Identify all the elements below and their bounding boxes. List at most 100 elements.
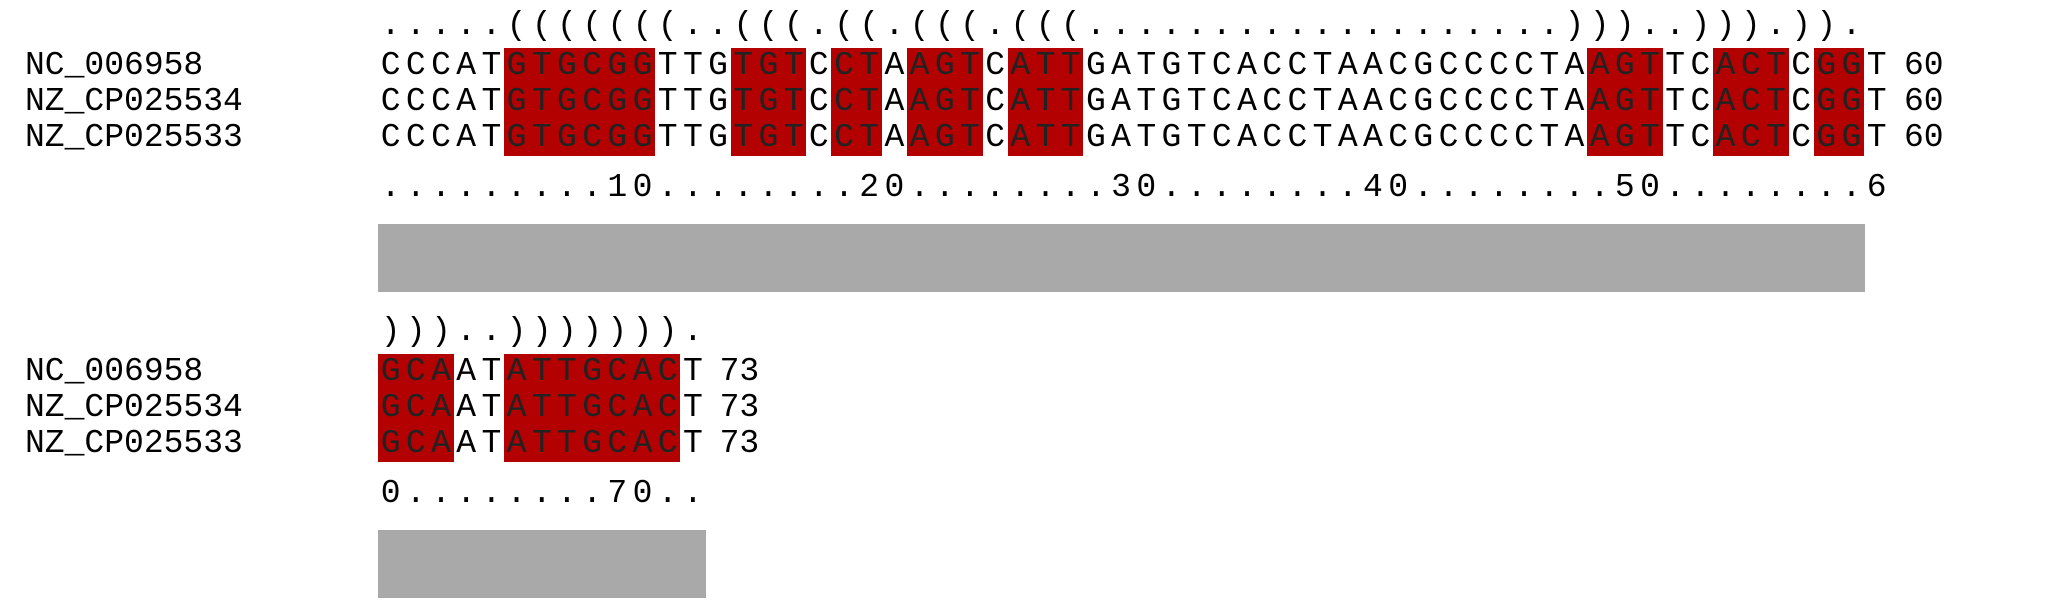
- ruler-char: .: [733, 169, 754, 206]
- nucleotide: G: [932, 84, 958, 120]
- sequence-end-position: 60: [1904, 47, 1944, 84]
- ruler-char: .: [431, 475, 451, 512]
- nucleotide: C: [1438, 47, 1459, 84]
- nucleotide: T: [481, 83, 502, 120]
- nucleotide: C: [985, 119, 1005, 156]
- nucleotide: T: [1136, 119, 1157, 156]
- nucleotide: T: [1032, 120, 1059, 156]
- ruler-char: 0: [1388, 169, 1408, 206]
- nucleotide: A: [428, 390, 454, 426]
- structure-char: .: [1463, 7, 1484, 44]
- nucleotide: G: [1813, 120, 1839, 156]
- structure-char: .: [1640, 7, 1660, 44]
- structure-char: .: [708, 7, 728, 44]
- nucleotide: G: [378, 390, 404, 426]
- ruler-char: .: [1060, 169, 1081, 206]
- nucleotide: G: [1085, 83, 1106, 120]
- structure-char: .: [808, 7, 829, 44]
- structure-char: .: [456, 7, 477, 44]
- nucleotide: A: [456, 83, 477, 120]
- nucleotide: T: [1312, 47, 1333, 84]
- structure-char: (: [909, 7, 930, 44]
- nucleotide: G: [1612, 48, 1638, 84]
- structure-char: .: [1766, 7, 1786, 44]
- ruler-char: .: [582, 169, 602, 206]
- nucleotide: C: [1738, 48, 1764, 84]
- nucleotide: A: [906, 120, 933, 156]
- structure-char: ): [1589, 7, 1610, 44]
- nucleotide: C: [380, 47, 401, 84]
- nucleotide: A: [884, 83, 905, 120]
- structure-char: ): [657, 313, 678, 350]
- structure-char: .: [1841, 7, 1862, 44]
- structure-char: .: [380, 7, 401, 44]
- structure-char: (: [557, 7, 577, 44]
- nucleotide: G: [604, 120, 630, 156]
- nucleotide: A: [1587, 120, 1613, 156]
- nucleotide: C: [403, 426, 429, 462]
- ruler-char: .: [1262, 169, 1283, 206]
- ruler-char: 7: [607, 475, 628, 512]
- nucleotide: G: [708, 119, 728, 156]
- nucleotide: T: [1312, 119, 1333, 156]
- ruler-char: .: [1791, 169, 1811, 206]
- nucleotide: C: [1463, 119, 1484, 156]
- nucleotide: T: [529, 354, 555, 390]
- nucleotide: C: [1738, 84, 1764, 120]
- structure-char: .: [1237, 7, 1257, 44]
- nucleotide: T: [657, 83, 678, 120]
- ruler-char: .: [557, 475, 577, 512]
- nucleotide: T: [1637, 120, 1663, 156]
- ruler-char: .: [405, 169, 426, 206]
- structure-char: (: [1010, 7, 1031, 44]
- nucleotide: C: [579, 120, 605, 156]
- nucleotide: T: [781, 84, 807, 120]
- structure-char: .: [405, 7, 426, 44]
- nucleotide: G: [604, 48, 630, 84]
- nucleotide: C: [655, 426, 681, 462]
- nucleotide: A: [1363, 83, 1383, 120]
- nucleotide: C: [1388, 47, 1408, 84]
- sequence-name: NC_006958: [25, 47, 204, 84]
- ruler-char: .: [1413, 169, 1434, 206]
- nucleotide: C: [985, 47, 1005, 84]
- nucleotide: G: [629, 84, 656, 120]
- nucleotide: C: [380, 119, 401, 156]
- structure-char: (: [1060, 7, 1081, 44]
- nucleotide: G: [554, 120, 580, 156]
- nucleotide: A: [629, 390, 656, 426]
- nucleotide: T: [682, 389, 703, 426]
- structure-char: .: [1136, 7, 1157, 44]
- ruler-char: .: [1035, 169, 1056, 206]
- nucleotide: A: [1237, 119, 1257, 156]
- nucleotide: C: [1388, 119, 1408, 156]
- nucleotide: A: [456, 425, 477, 462]
- ruler-char: .: [481, 169, 502, 206]
- nucleotide: T: [1763, 120, 1789, 156]
- secondary-structure-line: )))..))))))).: [378, 314, 705, 350]
- ruler-char: 0: [1640, 169, 1660, 206]
- nucleotide: G: [755, 84, 781, 120]
- nucleotide: G: [932, 120, 958, 156]
- ruler-char: .: [708, 169, 728, 206]
- ruler-char: 0: [884, 169, 905, 206]
- structure-char: .: [985, 7, 1005, 44]
- nucleotide: T: [529, 426, 555, 462]
- ruler-char: .: [834, 169, 854, 206]
- nucleotide: A: [456, 47, 477, 84]
- ruler-char: 1: [607, 169, 628, 206]
- nucleotide: A: [1111, 47, 1131, 84]
- nucleotide: T: [554, 390, 580, 426]
- nucleotide: T: [682, 353, 703, 390]
- ruler-char: .: [531, 169, 552, 206]
- nucleotide: T: [481, 353, 502, 390]
- nucleotide: G: [378, 426, 404, 462]
- ruler-char: 2: [859, 169, 880, 206]
- ruler-char: 6: [1866, 169, 1887, 206]
- nucleotide: G: [503, 84, 530, 120]
- ruler-char: .: [682, 169, 703, 206]
- nucleotide: A: [884, 119, 905, 156]
- nucleotide: A: [884, 47, 905, 84]
